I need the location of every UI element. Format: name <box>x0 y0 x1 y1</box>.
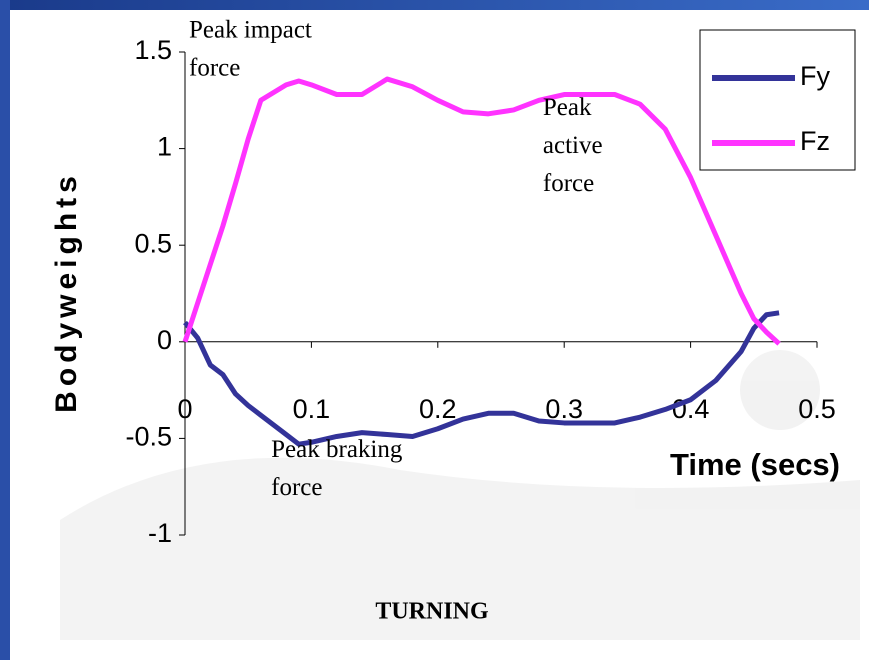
y-axis-label: Bodyweights <box>50 171 83 413</box>
series-line <box>183 310 780 447</box>
y-tick-label: 0 <box>157 325 172 355</box>
x-tick-label: 0.3 <box>545 394 583 424</box>
annotation: force <box>189 55 240 82</box>
watermark-shape <box>740 350 820 430</box>
annotation: force <box>271 474 322 501</box>
x-tick-label: 0 <box>177 394 192 424</box>
annotation: force <box>543 170 594 197</box>
legend-label: Fy <box>800 61 830 91</box>
y-tick-label: -1 <box>148 518 172 548</box>
watermark-shape <box>60 457 860 640</box>
x-tick-label: 0.1 <box>293 394 331 424</box>
annotation: active <box>543 132 603 159</box>
series-line <box>182 76 781 346</box>
x-tick-label: 0.2 <box>419 394 457 424</box>
chart-title: TURNING <box>375 599 489 625</box>
annotation: Peak braking <box>271 436 403 463</box>
x-tick-label: 0.5 <box>798 394 836 424</box>
annotation: Peak <box>543 94 592 121</box>
y-tick-label: 0.5 <box>134 228 172 258</box>
y-tick-label: 1.5 <box>134 35 172 65</box>
frame-left <box>0 0 10 660</box>
y-tick-label: -0.5 <box>125 422 172 452</box>
frame-top <box>0 0 869 10</box>
annotation: Peak impact <box>189 17 312 44</box>
legend-box <box>699 29 856 171</box>
watermark <box>60 350 860 640</box>
x-axis-label: Time (secs) <box>670 447 840 482</box>
y-tick-label: 1 <box>157 132 172 162</box>
legend-label: Fz <box>800 126 830 156</box>
